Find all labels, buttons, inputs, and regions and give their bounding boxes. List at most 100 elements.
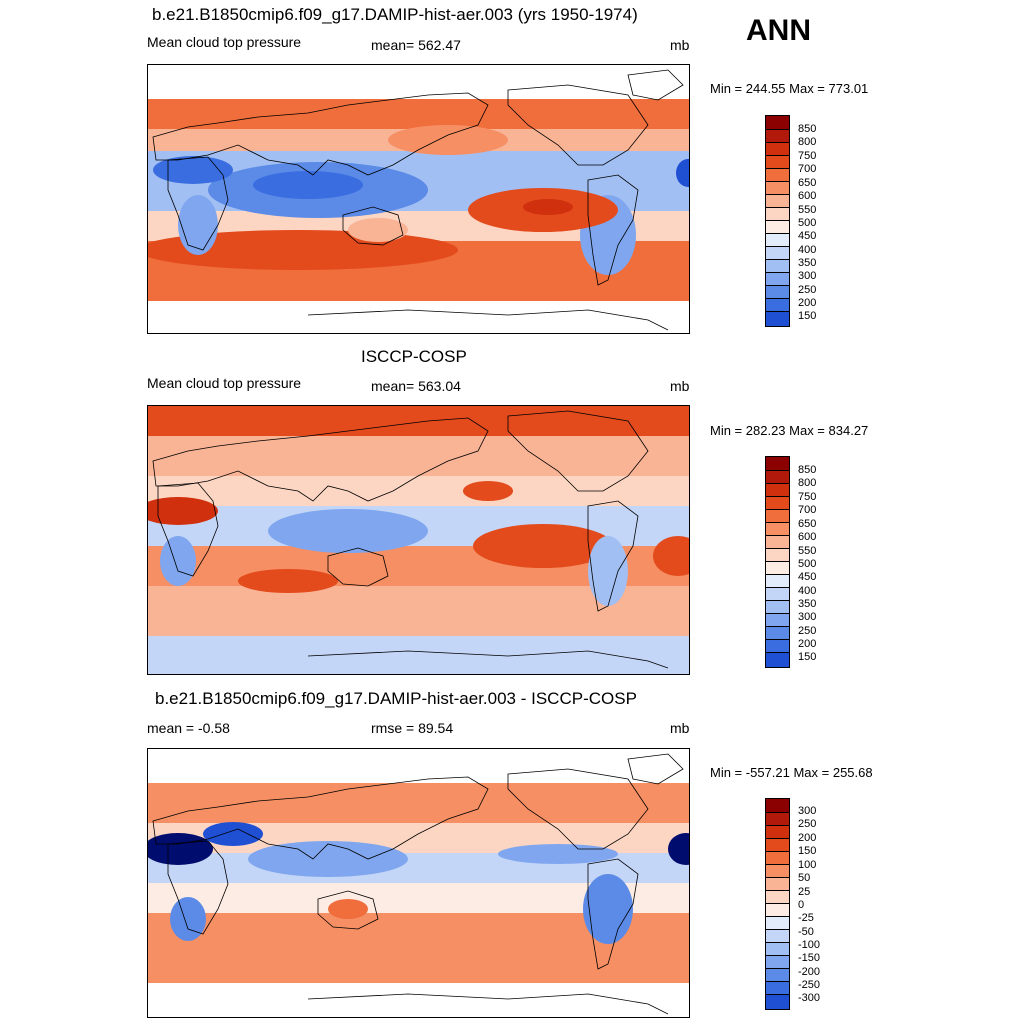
panel-1-title: b.e21.B1850cmip6.f09_g17.DAMIP-hist-aer.… xyxy=(152,5,638,24)
colorbar-cell xyxy=(766,182,789,195)
colorbar-cell xyxy=(766,457,789,471)
colorbar-label: 550 xyxy=(798,545,817,557)
colorbar-label: 50 xyxy=(798,872,811,884)
colorbar-cell xyxy=(766,562,789,575)
colorbar-cell xyxy=(766,156,789,169)
panel-2-map xyxy=(147,405,690,675)
colorbar-label: 200 xyxy=(798,832,817,844)
season-label: ANN xyxy=(746,14,811,47)
colorbar-label: 300 xyxy=(798,805,817,817)
colorbar-label: 250 xyxy=(798,284,817,296)
panel-3-colorbar xyxy=(765,798,790,1010)
colorbar-cell xyxy=(766,904,789,917)
coastlines xyxy=(152,410,669,669)
field-sahara xyxy=(148,497,218,525)
field-north-band xyxy=(148,99,689,129)
colorbar-label: -100 xyxy=(798,939,821,951)
colorbar-cell xyxy=(766,312,789,326)
field-mideast-bias xyxy=(203,822,263,846)
panel-2-title: ISCCP-COSP xyxy=(361,347,467,366)
colorbar-cell xyxy=(766,956,789,969)
colorbar-label: 700 xyxy=(798,163,817,175)
colorbar-label: 200 xyxy=(798,297,817,309)
colorbar-cell xyxy=(766,497,789,510)
colorbar-cell xyxy=(766,839,789,852)
colorbar-label: 600 xyxy=(798,190,817,202)
colorbar-label: 100 xyxy=(798,859,817,871)
colorbar-cell xyxy=(766,852,789,865)
colorbar-label: 550 xyxy=(798,204,817,216)
panel-3-map-svg xyxy=(148,753,689,1015)
field-warm-pool xyxy=(268,509,428,553)
field-asia-bias xyxy=(248,841,408,877)
field-arctic xyxy=(148,406,689,436)
coastlines xyxy=(152,753,684,1015)
panel-2-colorbar xyxy=(765,456,790,668)
colorbar-label: 0 xyxy=(798,899,805,911)
colorbar-label: 650 xyxy=(798,177,817,189)
field-warm-pool-core xyxy=(253,171,363,199)
panel-3-minmax: Min = -557.21 Max = 255.68 xyxy=(710,765,873,780)
colorbar-label: 250 xyxy=(798,818,817,830)
colorbar-cell xyxy=(766,891,789,904)
colorbar-label: 400 xyxy=(798,585,817,597)
colorbar-label: 750 xyxy=(798,491,817,503)
colorbar-label: 450 xyxy=(798,230,817,242)
field-australia-bias xyxy=(328,899,368,919)
colorbar-cell xyxy=(766,260,789,273)
colorbar-cell xyxy=(766,234,789,247)
colorbar-cell xyxy=(766,982,789,995)
colorbar-label: -25 xyxy=(798,912,814,924)
colorbar-cell xyxy=(766,969,789,982)
panel-3-units: mb xyxy=(670,720,690,736)
colorbar-label: 750 xyxy=(798,150,817,162)
colorbar-label: 350 xyxy=(798,257,817,269)
field-southern-africa xyxy=(178,195,218,255)
colorbar-cell xyxy=(766,878,789,891)
colorbar-label: 800 xyxy=(798,136,817,148)
field-north-pacific-red xyxy=(463,481,513,501)
panel-1-variable-label: Mean cloud top pressure xyxy=(147,34,302,50)
colorbar-label: 400 xyxy=(798,244,817,256)
colorbar-cell xyxy=(766,799,789,813)
panel-1-map xyxy=(147,64,690,334)
panel-3-mean-label: mean = -0.58 xyxy=(147,720,230,736)
colorbar-label: 200 xyxy=(798,638,817,650)
panel-2-mean-label: mean= 563.04 xyxy=(371,378,461,394)
colorbar-cell xyxy=(766,208,789,221)
colorbar-cell xyxy=(766,943,789,956)
panel-1-units: mb xyxy=(670,37,690,53)
colorbar-cell xyxy=(766,653,789,667)
colorbar-cell xyxy=(766,930,789,943)
colorbar-label: 500 xyxy=(798,558,817,570)
field-south-indian xyxy=(238,569,338,593)
colorbar-cell xyxy=(766,549,789,562)
colorbar-label: -300 xyxy=(798,992,821,1004)
field-south-america xyxy=(588,536,628,606)
colorbar-label: 650 xyxy=(798,518,817,530)
colorbar-label: 250 xyxy=(798,625,817,637)
colorbar-cell xyxy=(766,471,789,484)
colorbar-cell xyxy=(766,510,789,523)
colorbar-cell xyxy=(766,865,789,878)
colorbar-label: 300 xyxy=(798,611,817,623)
colorbar-cell xyxy=(766,130,789,143)
panel-1-map-svg xyxy=(148,69,689,331)
panel-1-mean-label: mean= 562.47 xyxy=(371,37,461,53)
colorbar-cell xyxy=(766,273,789,286)
panel-2-units: mb xyxy=(670,378,690,394)
field-subtrop-north xyxy=(148,476,689,506)
field-southern-africa-bias xyxy=(170,897,206,941)
field-atlantic-south xyxy=(653,536,689,576)
panel-2-variable-label: Mean cloud top pressure xyxy=(147,375,302,391)
colorbar-cell xyxy=(766,813,789,826)
colorbar-label: -200 xyxy=(798,966,821,978)
colorbar-cell xyxy=(766,286,789,299)
colorbar-cell xyxy=(766,299,789,312)
colorbar-cell xyxy=(766,575,789,588)
colorbar-cell xyxy=(766,640,789,653)
colorbar-cell xyxy=(766,601,789,614)
field-atlantic-edge xyxy=(676,159,689,187)
panel-2-map-svg xyxy=(148,406,689,674)
field-atlantic-bias xyxy=(668,833,689,865)
